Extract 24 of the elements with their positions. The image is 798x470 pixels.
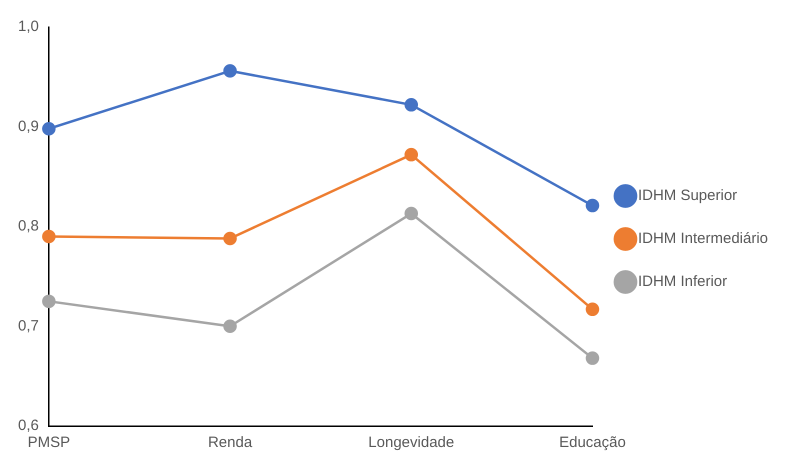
y-tick-label: 0,6 — [18, 417, 39, 434]
legend-label: IDHM Superior — [638, 187, 738, 204]
point — [223, 232, 237, 246]
x-tick-label: Educação — [559, 434, 626, 452]
y-tick-label: 0,7 — [18, 317, 39, 334]
point — [586, 198, 600, 212]
y-tick-label: 1,0 — [18, 18, 39, 36]
point — [42, 230, 56, 244]
legend-label: IDHM Inferior — [638, 273, 728, 290]
point — [42, 122, 56, 136]
point — [586, 302, 600, 316]
point — [223, 320, 237, 333]
y-tick-label: 0,8 — [18, 218, 39, 235]
point — [586, 351, 600, 365]
x-tick-label: Longevidade — [368, 434, 454, 452]
point — [404, 206, 418, 220]
y-tick-label: 0,9 — [18, 118, 39, 135]
point — [404, 148, 418, 162]
legend-label: IDHM Intermediário — [638, 230, 768, 248]
x-tick-label: Renda — [208, 434, 253, 452]
point — [223, 64, 237, 78]
x-tick-label: PMSP — [28, 434, 70, 452]
point — [404, 98, 418, 112]
point — [42, 294, 56, 308]
